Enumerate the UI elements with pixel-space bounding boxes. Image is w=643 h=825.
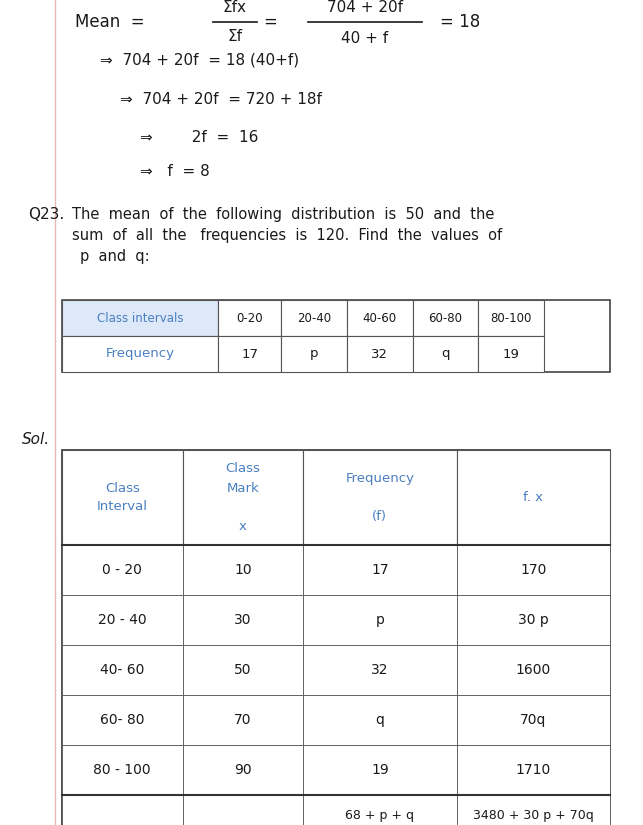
Text: ⇒  704 + 20f  = 18 (40+f): ⇒ 704 + 20f = 18 (40+f) (100, 53, 299, 68)
Bar (303, 795, 457, 825)
Bar (62, 545, 183, 595)
Text: ⇒  704 + 20f  = 720 + 18f: ⇒ 704 + 20f = 720 + 18f (120, 92, 322, 107)
Text: 0-20: 0-20 (237, 312, 263, 324)
Text: p  and  q:: p and q: (80, 249, 150, 264)
Bar (457, 450, 610, 545)
Text: p: p (376, 613, 385, 627)
Text: 704 + 20f: 704 + 20f (327, 0, 403, 15)
Text: 17: 17 (241, 347, 258, 361)
Text: Class
Interval: Class Interval (97, 482, 148, 513)
Bar (62, 645, 183, 695)
Text: Σfx: Σfx (223, 0, 247, 15)
Text: 20-40: 20-40 (297, 312, 331, 324)
Text: 1710: 1710 (516, 763, 551, 777)
Bar (303, 595, 457, 645)
Bar (413, 336, 478, 372)
Bar (303, 645, 457, 695)
Text: 70: 70 (234, 713, 251, 727)
Text: q: q (441, 347, 450, 361)
Text: Q23.: Q23. (28, 207, 64, 222)
Text: 30 p: 30 p (518, 613, 548, 627)
Bar (457, 745, 610, 795)
Text: 3480 + 30 p + 70q: 3480 + 30 p + 70q (473, 809, 593, 823)
Text: 68 + p + q: 68 + p + q (345, 809, 414, 823)
Bar (183, 450, 303, 545)
Bar (62, 300, 610, 372)
Text: 60-80: 60-80 (429, 312, 462, 324)
Bar (413, 300, 478, 336)
Bar (218, 300, 281, 336)
Text: Mean  =: Mean = (75, 13, 145, 31)
Text: 1600: 1600 (516, 663, 551, 677)
Bar (183, 545, 303, 595)
Bar (62, 300, 218, 336)
Text: 32: 32 (371, 663, 388, 677)
Text: 50: 50 (234, 663, 251, 677)
Bar (457, 595, 610, 645)
Text: ⇒   f  = 8: ⇒ f = 8 (140, 164, 210, 180)
Text: 0 - 20: 0 - 20 (102, 563, 142, 577)
Text: 40- 60: 40- 60 (100, 663, 145, 677)
Bar (218, 336, 281, 372)
Text: 80 - 100: 80 - 100 (93, 763, 151, 777)
Text: 60- 80: 60- 80 (100, 713, 145, 727)
Text: The  mean  of  the  following  distribution  is  50  and  the: The mean of the following distribution i… (72, 207, 494, 222)
Text: sum  of  all  the   frequencies  is  120.  Find  the  values  of: sum of all the frequencies is 120. Find … (72, 228, 502, 243)
Text: Frequency: Frequency (105, 347, 175, 361)
Bar (457, 795, 610, 825)
Text: 20 - 40: 20 - 40 (98, 613, 147, 627)
Bar (183, 645, 303, 695)
Bar (347, 336, 413, 372)
Text: f. x: f. x (523, 491, 543, 504)
Text: 40 + f: 40 + f (341, 31, 388, 46)
Text: Frequency

(f): Frequency (f) (345, 472, 414, 523)
Bar (478, 336, 544, 372)
Text: 80-100: 80-100 (491, 312, 532, 324)
Text: 40-60: 40-60 (363, 312, 397, 324)
Bar (62, 595, 183, 645)
Text: www.AplusToper.com: www.AplusToper.com (367, 532, 494, 628)
Text: 70q: 70q (520, 713, 547, 727)
Text: ⇒        2f  =  16: ⇒ 2f = 16 (140, 130, 258, 145)
Text: 17: 17 (371, 563, 388, 577)
Text: Class intervals: Class intervals (97, 312, 183, 324)
Bar (347, 300, 413, 336)
Bar (62, 336, 218, 372)
Bar (303, 745, 457, 795)
Text: 30: 30 (234, 613, 251, 627)
Bar (303, 450, 457, 545)
Bar (62, 795, 183, 825)
Bar (62, 450, 610, 825)
Bar (183, 745, 303, 795)
Bar (457, 645, 610, 695)
Bar (281, 336, 347, 372)
Bar (478, 300, 544, 336)
Bar (457, 695, 610, 745)
Text: Class
Mark

x: Class Mark x (226, 463, 260, 532)
Bar (62, 695, 183, 745)
Text: 19: 19 (371, 763, 389, 777)
Bar (183, 595, 303, 645)
Bar (457, 545, 610, 595)
Text: = 18: = 18 (440, 13, 480, 31)
Text: 90: 90 (234, 763, 251, 777)
Bar (281, 300, 347, 336)
Text: p: p (310, 347, 318, 361)
Text: 170: 170 (520, 563, 547, 577)
Text: q: q (376, 713, 385, 727)
Text: Sol.: Sol. (22, 432, 50, 447)
Bar (183, 695, 303, 745)
Bar (303, 545, 457, 595)
Bar (62, 450, 183, 545)
Text: =: = (263, 13, 277, 31)
Text: 19: 19 (503, 347, 520, 361)
Bar (62, 745, 183, 795)
Text: Σf: Σf (228, 29, 242, 44)
Text: 32: 32 (372, 347, 388, 361)
Bar (303, 695, 457, 745)
Bar (183, 795, 303, 825)
Text: 10: 10 (234, 563, 251, 577)
